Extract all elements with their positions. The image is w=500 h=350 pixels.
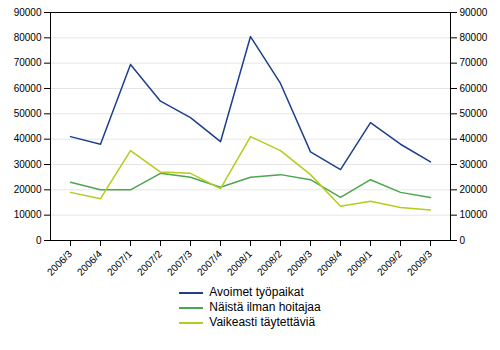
- svg-text:90000: 90000: [14, 7, 42, 18]
- svg-text:2006/4: 2006/4: [75, 248, 105, 278]
- svg-text:2009/1: 2009/1: [345, 248, 375, 278]
- svg-text:2007/1: 2007/1: [105, 248, 135, 278]
- svg-text:30000: 30000: [460, 159, 488, 170]
- svg-text:2009/3: 2009/3: [405, 248, 435, 278]
- svg-text:2008/1: 2008/1: [225, 248, 255, 278]
- svg-text:0: 0: [36, 235, 42, 246]
- svg-text:40000: 40000: [460, 133, 488, 144]
- html-text:Avoimet työpaikat: Avoimet työpaikat: [209, 285, 304, 299]
- svg-text:60000: 60000: [460, 83, 488, 94]
- svg-text:60000: 60000: [14, 83, 42, 94]
- svg-text:20000: 20000: [14, 184, 42, 195]
- svg-text:50000: 50000: [14, 108, 42, 119]
- svg-text:40000: 40000: [14, 133, 42, 144]
- svg-text:20000: 20000: [460, 184, 488, 195]
- svg-text:70000: 70000: [14, 57, 42, 68]
- html-text:Vaikeasti täytettäviä: Vaikeasti täytettäviä: [209, 315, 316, 329]
- svg-text:90000: 90000: [460, 7, 488, 18]
- svg-text:2007/2: 2007/2: [135, 248, 165, 278]
- svg-text:2006/3: 2006/3: [45, 248, 75, 278]
- svg-text:2007/3: 2007/3: [165, 248, 195, 278]
- svg-text:70000: 70000: [460, 57, 488, 68]
- html-text:Näistä ilman hoitajaa: Näistä ilman hoitajaa: [209, 300, 321, 314]
- svg-text:2008/2: 2008/2: [255, 248, 285, 278]
- svg-text:10000: 10000: [14, 209, 42, 220]
- svg-text:2009/2: 2009/2: [375, 248, 405, 278]
- svg-text:30000: 30000: [14, 159, 42, 170]
- svg-text:2007/4: 2007/4: [195, 248, 225, 278]
- svg-text:0: 0: [460, 235, 466, 246]
- svg-text:2008/4: 2008/4: [315, 248, 345, 278]
- svg-text:2008/3: 2008/3: [285, 248, 315, 278]
- svg-text:50000: 50000: [460, 108, 488, 119]
- svg-text:80000: 80000: [460, 32, 488, 43]
- svg-text:80000: 80000: [14, 32, 42, 43]
- svg-text:10000: 10000: [460, 209, 488, 220]
